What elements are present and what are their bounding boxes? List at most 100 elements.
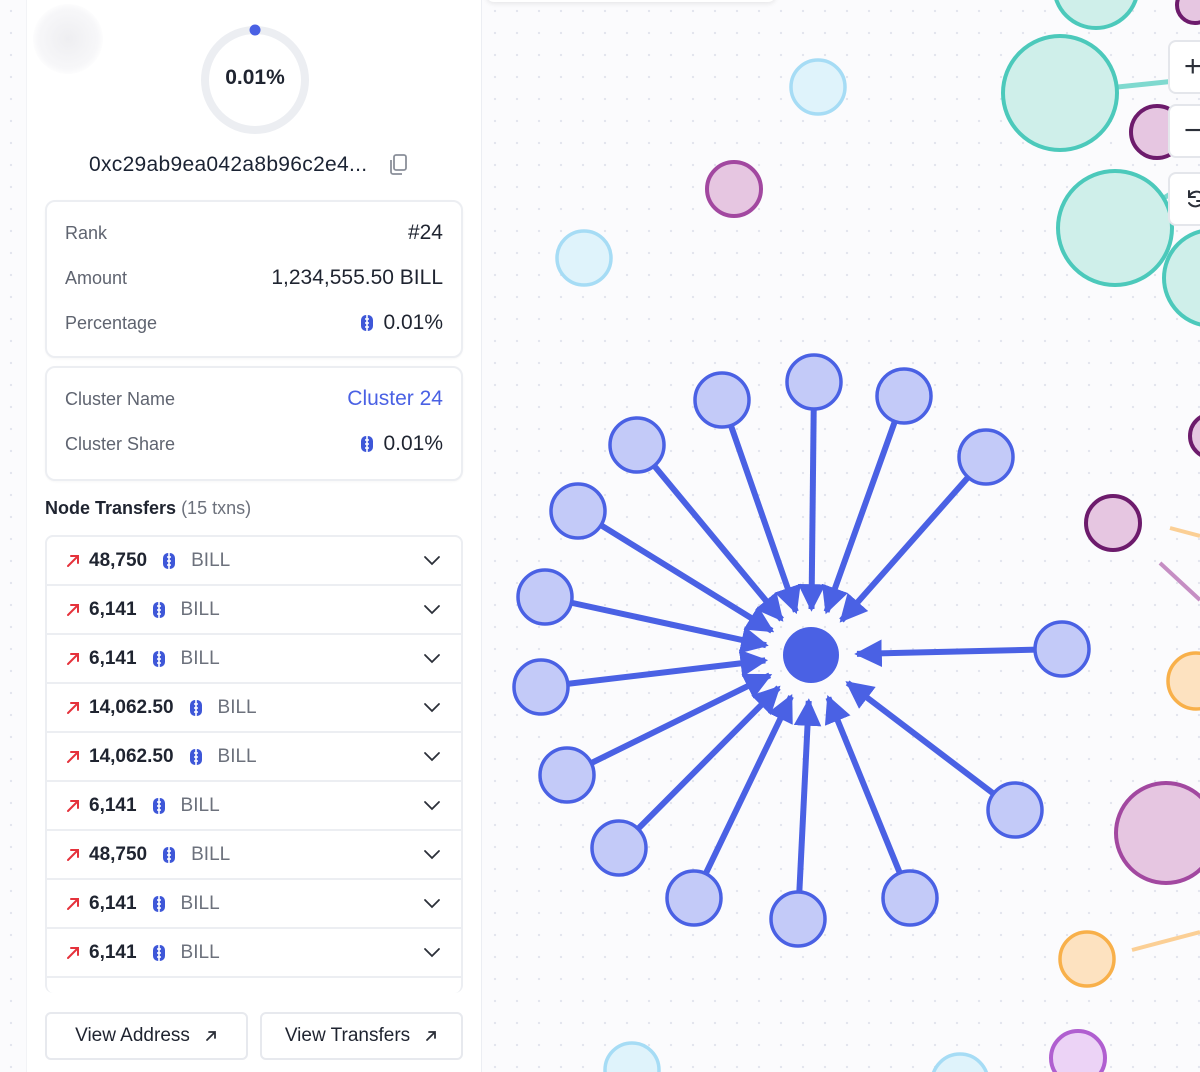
holder-node[interactable] — [1084, 494, 1142, 552]
copy-icon[interactable] — [387, 153, 409, 177]
transfer-row[interactable]: 6,141 BILL — [47, 635, 461, 684]
cluster-share-row: Cluster Share 0.01% — [65, 429, 443, 459]
transfer-row[interactable]: 6,141 BILL — [47, 586, 461, 635]
zoom-out-button[interactable]: − — [1168, 104, 1200, 158]
transfer-edge — [793, 698, 822, 920]
holder-node[interactable] — [986, 781, 1044, 839]
holder-node[interactable] — [1054, 0, 1138, 30]
transfer-row[interactable]: 48,750 BILL — [47, 537, 461, 586]
view-transfers-button[interactable]: View Transfers — [260, 1012, 463, 1060]
holder-node[interactable] — [512, 658, 570, 716]
holder-node[interactable] — [590, 819, 648, 877]
holder-node[interactable] — [957, 428, 1015, 486]
transfers-list[interactable]: 48,750 BILL 6,141 BILL 6,141 BILL 14,062.50 BIL… — [45, 535, 463, 993]
minus-icon: − — [1184, 114, 1200, 147]
holder-node[interactable] — [1049, 1029, 1107, 1072]
bill-token-icon — [361, 434, 374, 454]
holder-node[interactable] — [1058, 930, 1116, 988]
holder-node[interactable] — [875, 367, 933, 425]
holder-node[interactable] — [1188, 414, 1200, 458]
transfer-token: BILL — [191, 843, 231, 865]
avatar — [33, 4, 103, 74]
holder-node[interactable] — [555, 229, 613, 287]
transfer-token: BILL — [180, 647, 220, 669]
transfer-token: BILL — [217, 745, 257, 767]
bill-token-icon — [163, 550, 176, 571]
bill-token-icon — [361, 313, 374, 333]
transfer-row[interactable]: 48,750 BILL — [47, 831, 461, 880]
holder-node[interactable] — [516, 568, 574, 626]
transfer-edge — [1169, 526, 1200, 538]
holder-node[interactable] — [665, 869, 723, 927]
transfer-token: BILL — [180, 941, 220, 963]
transfer-row[interactable]: 14,062.50 BILL — [47, 733, 461, 782]
amount-label: Amount — [65, 267, 128, 288]
holder-node[interactable] — [538, 746, 596, 804]
transfer-amount: 14,062.50 — [89, 745, 174, 767]
holder-node[interactable] — [931, 1052, 989, 1072]
chevron-down-icon[interactable] — [423, 602, 441, 616]
holder-node[interactable] — [549, 482, 607, 540]
chevron-down-icon[interactable] — [423, 651, 441, 665]
external-link-icon — [426, 1031, 437, 1041]
rank-label: Rank — [65, 222, 108, 243]
transfer-row[interactable]: 6,141 BILL — [47, 782, 461, 831]
holder-node[interactable] — [693, 371, 751, 429]
holder-node[interactable] — [705, 160, 763, 218]
bill-token-icon — [163, 844, 176, 865]
transfer-amount: 6,141 — [89, 941, 137, 963]
holder-node[interactable] — [608, 416, 666, 474]
rank-row: Rank #24 — [65, 218, 443, 248]
holder-node[interactable] — [1162, 229, 1200, 327]
holder-node[interactable] — [1114, 781, 1200, 885]
transfer-edge — [824, 695, 913, 900]
holder-node[interactable] — [1001, 34, 1119, 152]
transfer-edge — [1131, 930, 1200, 952]
transfer-row[interactable]: 48,750 BILL — [47, 978, 461, 993]
transfer-amount: 48,750 — [89, 549, 148, 571]
holder-node[interactable] — [1056, 169, 1174, 287]
cluster-card: Cluster Name Cluster 24 Cluster Share 0.… — [45, 366, 463, 481]
node-transfers-title: Node Transfers (15 txns) — [45, 498, 251, 519]
holder-node[interactable] — [1175, 0, 1200, 25]
selected-holder-node[interactable] — [783, 627, 839, 683]
outgoing-arrow-icon — [67, 897, 79, 910]
amount-row: Amount 1,234,555.50 BILL — [65, 263, 443, 293]
transfer-edge — [544, 594, 769, 654]
view-address-button[interactable]: View Address — [45, 1012, 248, 1060]
holder-node[interactable] — [785, 353, 843, 411]
transfer-row[interactable]: 14,062.50 BILL — [47, 684, 461, 733]
chevron-down-icon[interactable] — [423, 553, 441, 567]
transfer-edge — [845, 680, 1017, 813]
bill-token-icon — [152, 893, 165, 914]
chevron-down-icon[interactable] — [423, 945, 441, 959]
chevron-down-icon[interactable] — [423, 749, 441, 763]
outgoing-arrow-icon — [67, 946, 79, 959]
holder-node[interactable] — [603, 1041, 661, 1072]
holder-node[interactable] — [1033, 620, 1091, 678]
reset-view-button[interactable] — [1168, 172, 1200, 226]
chevron-down-icon[interactable] — [423, 700, 441, 714]
transfer-token: BILL — [180, 892, 220, 914]
transfer-edge — [691, 693, 794, 900]
chevron-down-icon[interactable] — [423, 896, 441, 910]
outgoing-arrow-icon — [67, 799, 79, 812]
refresh-icon — [1188, 190, 1200, 208]
transfer-row[interactable]: 6,141 BILL — [47, 880, 461, 929]
chevron-down-icon[interactable] — [423, 847, 441, 861]
transfer-amount: 14,062.50 — [89, 696, 174, 718]
transfer-token: BILL — [217, 696, 257, 718]
cluster-name-row: Cluster Name Cluster 24 — [65, 384, 443, 414]
cluster-name-link[interactable]: Cluster 24 — [347, 387, 443, 410]
holder-node[interactable] — [881, 869, 939, 927]
holder-node[interactable] — [1166, 651, 1200, 711]
chevron-down-icon[interactable] — [423, 798, 441, 812]
holder-node[interactable] — [789, 58, 847, 116]
plus-icon: + — [1184, 50, 1200, 83]
zoom-in-button[interactable]: + — [1168, 40, 1200, 94]
transfer-amount: 48,750 — [89, 991, 147, 994]
holder-node[interactable] — [769, 890, 827, 948]
outgoing-arrow-icon — [67, 603, 79, 616]
transfer-row[interactable]: 6,141 BILL — [47, 929, 461, 978]
